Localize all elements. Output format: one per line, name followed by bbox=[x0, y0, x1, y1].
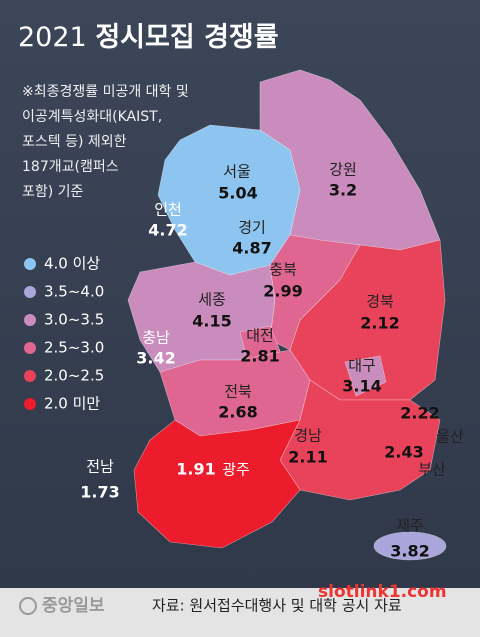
legend-label: 2.5~3.0 bbox=[44, 339, 104, 357]
region-value: 1.73 bbox=[80, 483, 119, 502]
region-name: 제주 bbox=[396, 517, 424, 535]
region-name: 서울 bbox=[223, 163, 251, 181]
region-name: 세종 bbox=[198, 291, 226, 309]
source: 자료: 원서접수대행사 및 대학 공시 자료 bbox=[152, 597, 402, 615]
region-name: 충북 bbox=[269, 261, 297, 279]
region-value: 2.11 bbox=[288, 448, 327, 467]
region-name: 강원 bbox=[329, 161, 357, 179]
region-value: 4.72 bbox=[148, 221, 187, 240]
legend-swatch bbox=[24, 258, 36, 270]
watermark: slotlink1.com bbox=[318, 582, 447, 602]
logo: 중앙일보 bbox=[42, 596, 105, 616]
region-name: 울산 bbox=[436, 428, 464, 446]
region-value: 2.12 bbox=[360, 314, 399, 333]
note-line: 187개교(캠퍼스 bbox=[22, 159, 119, 175]
region-value: 1.91 bbox=[176, 460, 215, 479]
note-line: 포함) 기준 bbox=[22, 184, 84, 200]
region-name: 광주 bbox=[222, 461, 250, 479]
region-name: 인천 bbox=[154, 201, 182, 219]
region-value: 5.04 bbox=[218, 184, 257, 203]
daegu bbox=[344, 355, 387, 397]
legend-label: 3.5~4.0 bbox=[44, 283, 104, 301]
logo-mark bbox=[19, 597, 37, 615]
region-value: 3.2 bbox=[329, 181, 357, 200]
legend-swatch bbox=[24, 314, 36, 326]
legend-label: 2.0~2.5 bbox=[44, 367, 104, 385]
region-value: 2.22 bbox=[400, 404, 439, 423]
region-name: 전북 bbox=[224, 383, 252, 401]
legend-swatch bbox=[24, 398, 36, 410]
region-value: 4.15 bbox=[192, 312, 231, 331]
region-value: 3.82 bbox=[390, 542, 429, 561]
region-name: 충남 bbox=[142, 329, 170, 347]
region-value: 2.43 bbox=[384, 443, 423, 462]
region-value: 3.42 bbox=[136, 349, 175, 368]
note-line: 포스텍 등) 제외한 bbox=[22, 134, 127, 150]
region-name: 부산 bbox=[418, 461, 446, 479]
region-name: 전남 bbox=[86, 458, 114, 476]
region-value: 4.87 bbox=[232, 239, 271, 258]
region-name: 대구 bbox=[348, 357, 376, 375]
region-name: 대전 bbox=[246, 327, 274, 345]
map bbox=[127, 69, 447, 561]
region-value: 3.14 bbox=[342, 377, 381, 396]
title-text: 정시모집 경쟁률 bbox=[95, 22, 278, 53]
note-line: ※최종경쟁률 미공개 대학 및 bbox=[22, 84, 189, 100]
legend-label: 4.0 이상 bbox=[44, 255, 100, 273]
region-name: 경기 bbox=[238, 219, 266, 237]
note-line: 이공계특성화대(KAIST, bbox=[22, 109, 162, 125]
region-name: 경남 bbox=[294, 427, 322, 445]
region-value: 2.68 bbox=[218, 403, 257, 422]
legend-swatch bbox=[24, 370, 36, 382]
legend-swatch bbox=[24, 286, 36, 298]
title-year: 2021 bbox=[18, 22, 87, 53]
footer bbox=[0, 588, 480, 637]
legend-swatch bbox=[24, 342, 36, 354]
legend-label: 2.0 미만 bbox=[44, 395, 100, 413]
legend-label: 3.0~3.5 bbox=[44, 311, 104, 329]
jeonnam bbox=[133, 419, 301, 549]
region-value: 2.99 bbox=[263, 282, 302, 301]
jeju bbox=[373, 531, 447, 561]
region-value: 2.81 bbox=[240, 347, 279, 366]
title: 2021 정시모집 경쟁률 bbox=[18, 22, 279, 53]
region-name: 경북 bbox=[366, 293, 394, 311]
